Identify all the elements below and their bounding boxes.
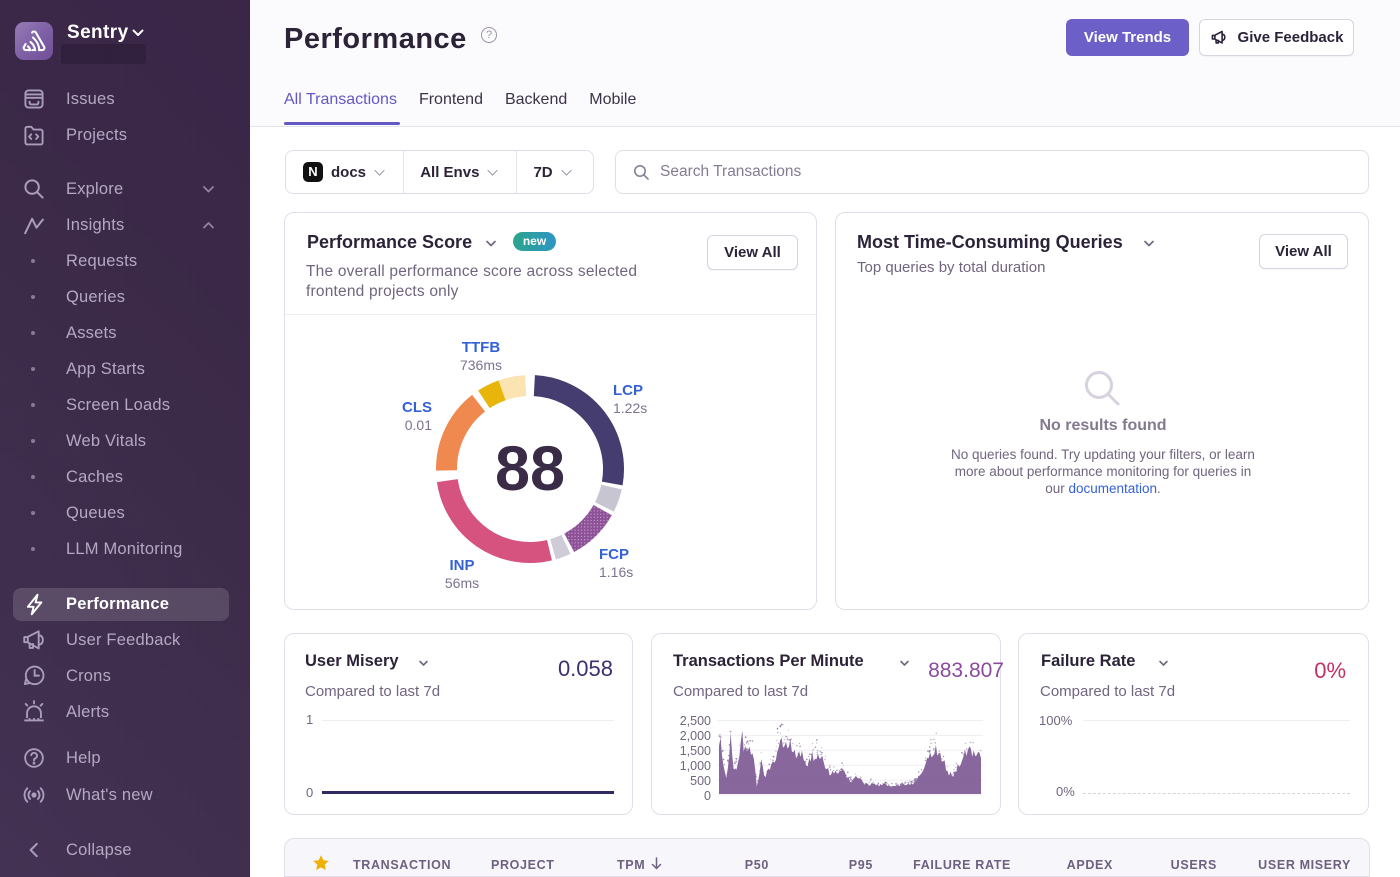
svg-text:88: 88 xyxy=(495,434,565,504)
